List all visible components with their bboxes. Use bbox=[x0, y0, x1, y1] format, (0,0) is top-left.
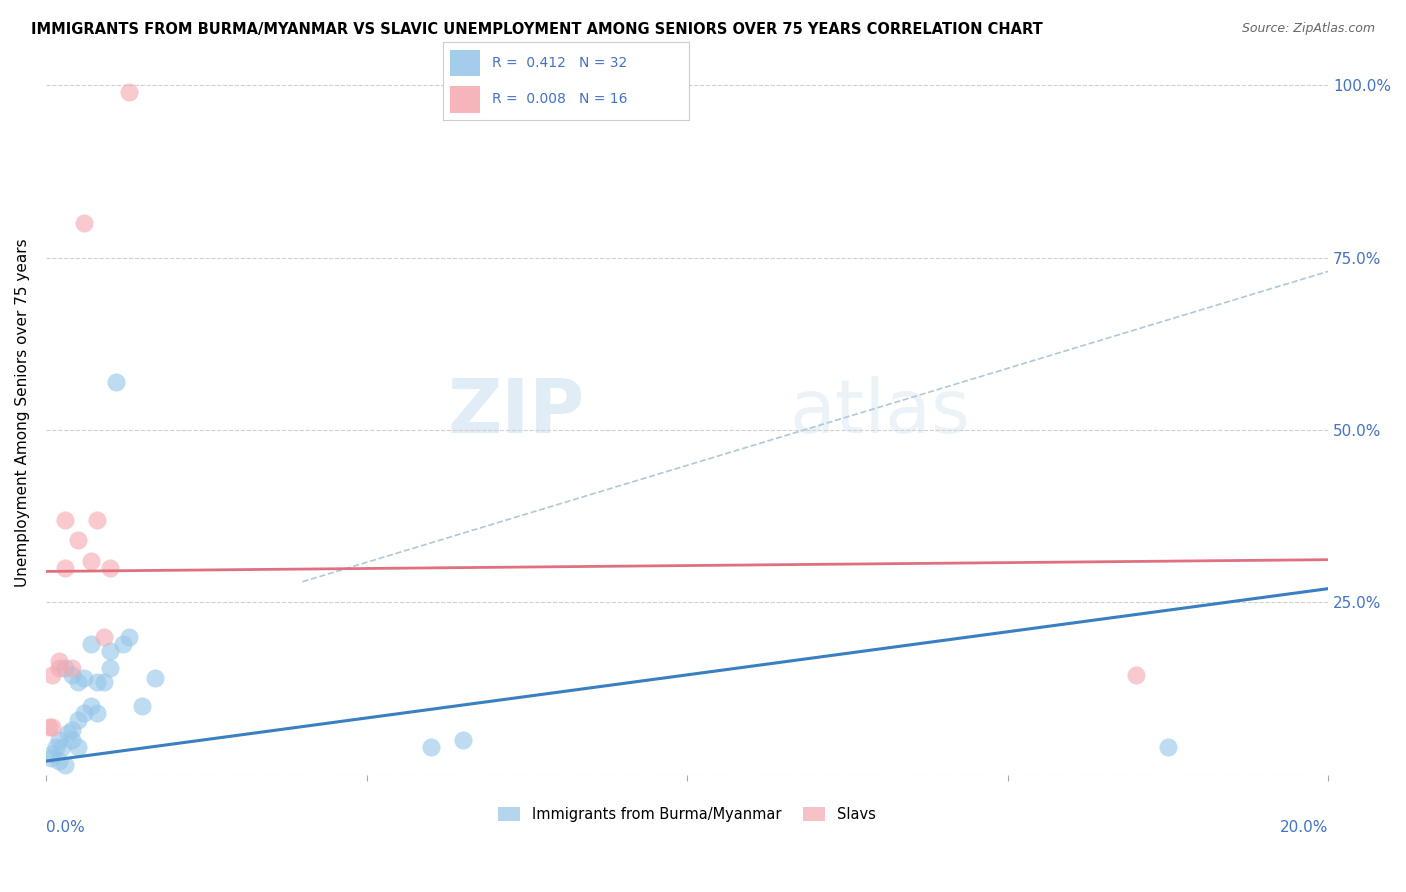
Point bbox=[60, 733, 83, 747]
Point bbox=[45, 740, 67, 755]
Text: ZIP: ZIP bbox=[447, 376, 585, 450]
Point bbox=[419, 740, 441, 755]
Point bbox=[53, 513, 76, 527]
Point bbox=[73, 216, 96, 230]
Point bbox=[451, 733, 474, 747]
Point bbox=[1125, 668, 1147, 682]
Point bbox=[80, 554, 103, 568]
Text: Source: ZipAtlas.com: Source: ZipAtlas.com bbox=[1241, 22, 1375, 36]
Text: R =  0.412   N = 32: R = 0.412 N = 32 bbox=[492, 56, 627, 70]
Text: IMMIGRANTS FROM BURMA/MYANMAR VS SLAVIC UNEMPLOYMENT AMONG SENIORS OVER 75 YEARS: IMMIGRANTS FROM BURMA/MYANMAR VS SLAVIC … bbox=[31, 22, 1043, 37]
Text: 0.0%: 0.0% bbox=[46, 820, 84, 835]
Point bbox=[73, 671, 96, 685]
Point bbox=[80, 698, 103, 713]
Point bbox=[48, 754, 70, 768]
Point bbox=[58, 726, 80, 740]
Point bbox=[41, 720, 63, 734]
Point bbox=[143, 671, 166, 685]
Point bbox=[98, 644, 121, 658]
Point bbox=[118, 630, 141, 644]
Point bbox=[48, 661, 70, 675]
Text: R =  0.008   N = 16: R = 0.008 N = 16 bbox=[492, 92, 627, 106]
Point bbox=[48, 654, 70, 668]
Point bbox=[39, 750, 62, 764]
Point bbox=[60, 668, 83, 682]
Point bbox=[66, 740, 89, 755]
Y-axis label: Unemployment Among Seniors over 75 years: Unemployment Among Seniors over 75 years bbox=[15, 238, 30, 587]
Point bbox=[66, 713, 89, 727]
Point bbox=[98, 661, 121, 675]
Point bbox=[86, 706, 108, 720]
Point bbox=[98, 561, 121, 575]
Point bbox=[66, 674, 89, 689]
Text: 20.0%: 20.0% bbox=[1279, 820, 1329, 835]
Point bbox=[66, 533, 89, 548]
Point bbox=[48, 733, 70, 747]
Point bbox=[131, 698, 153, 713]
Point bbox=[53, 757, 76, 772]
Point bbox=[86, 513, 108, 527]
Point bbox=[105, 375, 128, 389]
Point bbox=[41, 747, 63, 762]
Point bbox=[93, 674, 115, 689]
Bar bbox=[450, 86, 479, 112]
Text: atlas: atlas bbox=[790, 376, 970, 450]
Bar bbox=[450, 50, 479, 77]
Point bbox=[51, 740, 73, 755]
Point bbox=[118, 85, 141, 99]
Legend: Immigrants from Burma/Myanmar, Slavs: Immigrants from Burma/Myanmar, Slavs bbox=[498, 806, 876, 822]
Point bbox=[41, 668, 63, 682]
Point bbox=[60, 661, 83, 675]
Point bbox=[111, 637, 134, 651]
Point bbox=[60, 723, 83, 737]
Point bbox=[53, 561, 76, 575]
Point bbox=[80, 637, 103, 651]
Point bbox=[38, 720, 60, 734]
Point bbox=[1157, 740, 1180, 755]
Point bbox=[53, 661, 76, 675]
Point bbox=[73, 706, 96, 720]
Point bbox=[93, 630, 115, 644]
Point bbox=[86, 674, 108, 689]
